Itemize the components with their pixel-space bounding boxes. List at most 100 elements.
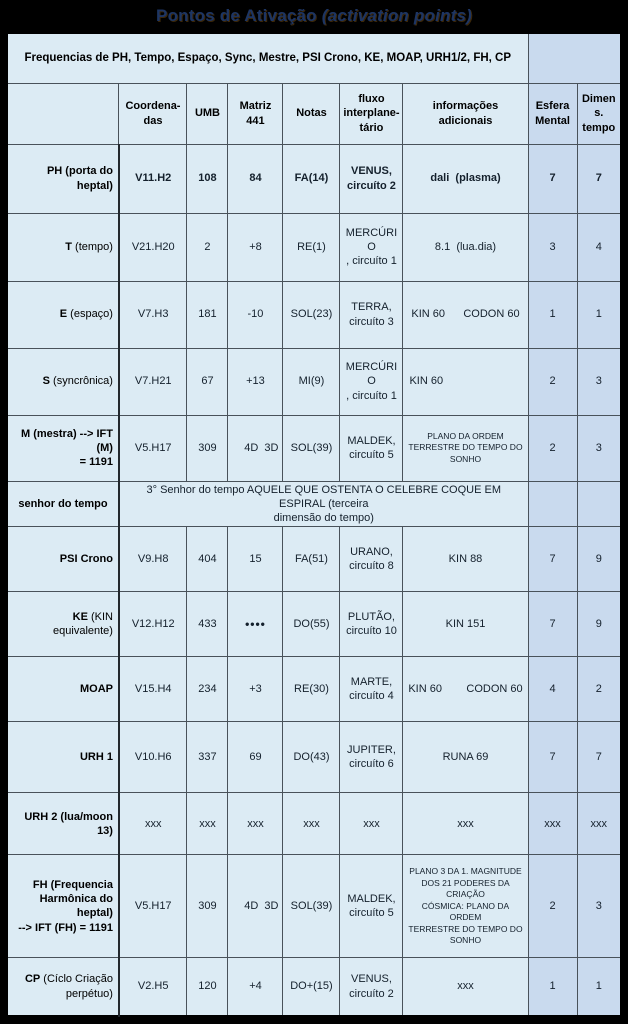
cell-urh1-matriz: 69 [227,721,284,794]
cell-urh2-umb: xxx [186,792,229,856]
cell-fh-dimens: 3 [576,854,622,959]
cell-ph-info: dali (plasma) [402,143,529,214]
cell-urh2-fluxo: xxx [339,792,404,856]
page-title-subtitle: (activation points) [321,6,472,25]
cell-s-notas: MI(9) [282,347,341,416]
cell-m-notas: SOL(39) [282,414,341,482]
cell-psi-dimens: 9 [576,526,622,593]
cell-urh1-coord: V10.H6 [118,721,188,794]
table-body: PH (porta do heptal) V11.H2 108 84 FA(14) VEN… [6,143,622,1017]
cell-m-dimens: 3 [576,414,622,482]
cell-moap-info: KIN 60 CODON 60 [402,656,529,723]
cell-t-dimens: 4 [576,212,622,282]
cell-ph-umb: 108 [186,143,229,214]
row-label-ph: PH (porta do heptal) [6,143,120,214]
col-header-label [6,82,120,145]
col-header-notas: Notas [282,82,341,145]
cell-t-matriz: +8 [227,212,284,282]
col-header-umb: UMB [186,82,229,145]
table-row-urh2: URH 2 (lua/moon 13) xxx xxx xxx xxx xxx xxx xxx… [6,792,622,856]
table-row-m: M (mestra) --> IFT (M) = 1191 V5.H17 309 4D… [6,414,622,482]
row-label-t: T (tempo) [6,212,120,282]
cell-e-coord: V7.H3 [118,280,188,349]
row-label-fh: FH (Frequencia Harmônica do heptal) --> … [6,854,120,959]
row-label-urh2: URH 2 (lua/moon 13) [6,792,120,856]
cell-ph-matriz: 84 [227,143,284,214]
cell-cp-umb: 120 [186,957,229,1017]
cell-fh-coord: V5.H17 [118,854,188,959]
table-banner: Frequencias de PH, Tempo, Espaço, Sync, … [6,32,529,84]
table-row-t: T (tempo) V21.H20 2 +8 RE(1) MERCÚRIO , circu… [6,212,622,282]
cell-ke-coord: V12.H12 [118,591,188,658]
cell-e-dimens: 1 [576,280,622,349]
page-title-main: Pontos de Ativação [156,6,317,25]
cell-psi-notas: FA(51) [282,526,341,593]
table-row-urh1: URH 1 V10.H6 337 69 DO(43) JUPITER, circuíto … [6,721,622,794]
cell-e-esfera: 1 [527,280,578,349]
table-row-ph: PH (porta do heptal) V11.H2 108 84 FA(14) VEN… [6,143,622,214]
cell-fh-matriz: 4D 3D [227,854,284,959]
cell-urh1-notas: DO(43) [282,721,341,794]
col-header-matriz-441: Matriz 441 [227,82,284,145]
row-label-ke: KE (KIN equivalente) [6,591,120,658]
row-label-s: S (syncrônica) [6,347,120,416]
cell-psi-fluxo: URANO, circuíto 8 [339,526,404,593]
cell-fh-info: PLANO 3 DA 1. MAGNITUDE DOS 21 PODERES D… [402,854,529,959]
cell-ke-matriz: •••• [227,591,284,658]
cell-fh-fluxo: MALDEK, circuíto 5 [339,854,404,959]
cell-urh1-umb: 337 [186,721,229,794]
cell-m-esfera: 2 [527,414,578,482]
cell-t-umb: 2 [186,212,229,282]
cell-urh2-matriz: xxx [227,792,284,856]
table-row-fh: FH (Frequencia Harmônica do heptal) --> … [6,854,622,959]
page-title: Pontos de Ativação (activation points) [156,6,472,26]
cell-psi-matriz: 15 [227,526,284,593]
col-header-esfera-mental: Esfera Mental [527,82,578,145]
row-label-urh1: URH 1 [6,721,120,794]
cell-psi-umb: 404 [186,526,229,593]
cell-moap-coord: V15.H4 [118,656,188,723]
cell-e-info: KIN 60 CODON 60 [402,280,529,349]
col-header-dimens-tempo: Dimens. tempo [576,82,622,145]
table-row-s: S (syncrônica) V7.H21 67 +13 MI(9) MERCÚRIO ,… [6,347,622,416]
row-label-e: E (espaço) [6,280,120,349]
cell-s-dimens: 3 [576,347,622,416]
table-row-e: E (espaço) V7.H3 181 -10 SOL(23) TERRA, circu… [6,280,622,349]
cell-t-esfera: 3 [527,212,578,282]
cell-moap-matriz: +3 [227,656,284,723]
cell-ke-info: KIN 151 [402,591,529,658]
cell-m-matriz: 4D 3D [227,414,284,482]
activation-points-table: Frequencias de PH, Tempo, Espaço, Sync, … [5,32,623,1017]
cell-ke-umb: 433 [186,591,229,658]
cell-t-fluxo: MERCÚRIO , circuíto 1 [339,212,404,282]
cell-cp-matriz: +4 [227,957,284,1017]
cell-psi-info: KIN 88 [402,526,529,593]
cell-t-notas: RE(1) [282,212,341,282]
cell-s-matriz: +13 [227,347,284,416]
cell-s-umb: 67 [186,347,229,416]
col-header-coordenadas: Coordena- das [118,82,188,145]
cell-s-coord: V7.H21 [118,347,188,416]
cell-t-coord: V21.H20 [118,212,188,282]
cell-e-notas: SOL(23) [282,280,341,349]
row-label-senhor: senhor do tempo [6,480,120,528]
cell-e-fluxo: TERRA, circuíto 3 [339,280,404,349]
cell-ke-notas: DO(55) [282,591,341,658]
cell-senhor-dimens [576,480,622,528]
column-header-row: Coordena- das UMB Matriz 441 Notas fluxo… [6,82,622,145]
table-row-ke: KE (KIN equivalente) V12.H12 433 •••• DO(55)… [6,591,622,658]
cell-fh-esfera: 2 [527,854,578,959]
cell-ke-dimens: 9 [576,591,622,658]
cell-urh1-fluxo: JUPITER, circuíto 6 [339,721,404,794]
cell-ke-esfera: 7 [527,591,578,658]
cell-fh-notas: SOL(39) [282,854,341,959]
cell-m-fluxo: MALDEK, circuíto 5 [339,414,404,482]
cell-ke-fluxo: PLUTÃO, circuíto 10 [339,591,404,658]
cell-cp-info: xxx [402,957,529,1017]
table-row-psi: PSI Crono V9.H8 404 15 FA(51) URANO, circuíto… [6,526,622,593]
cell-senhor-esfera [527,480,578,528]
cell-psi-coord: V9.H8 [118,526,188,593]
cell-m-info: PLANO DA ORDEM TERRESTRE DO TEMPO DO SON… [402,414,529,482]
page-title-bar: Pontos de Ativação (activation points) [0,0,628,32]
banner-empty-cell [527,32,622,84]
